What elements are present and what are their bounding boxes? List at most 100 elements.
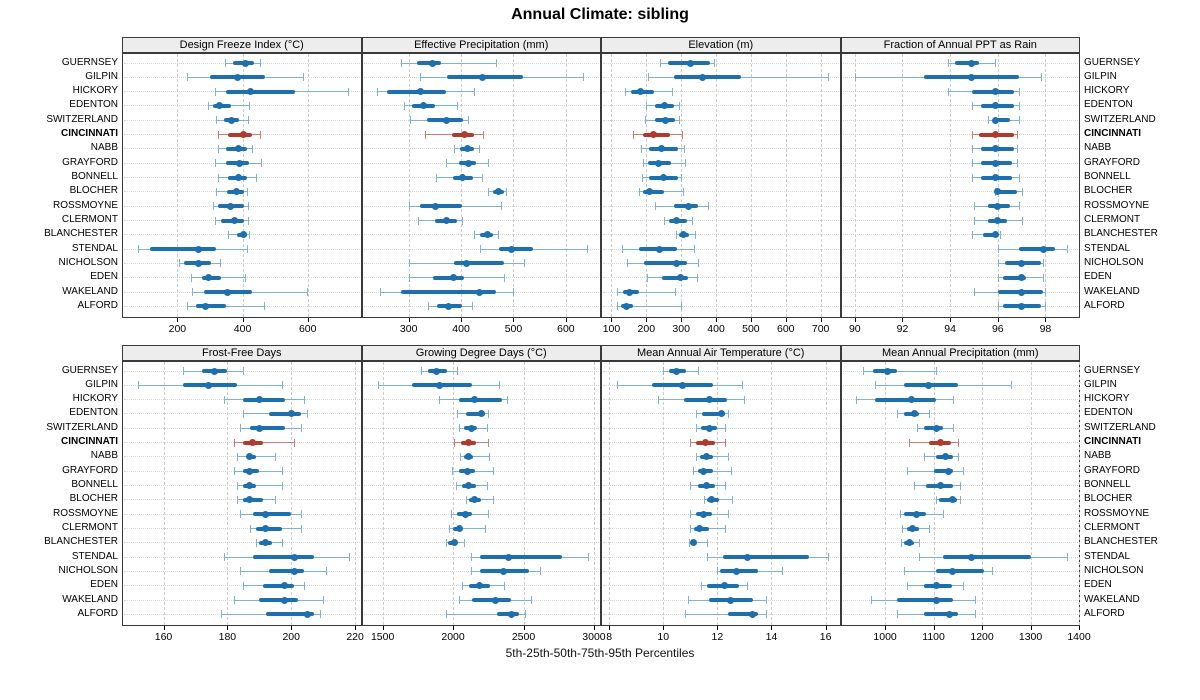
interquartile-bar: [936, 569, 985, 574]
axis-tick: [1045, 318, 1047, 322]
whisker-end-left: [616, 302, 618, 311]
row-guide: [363, 542, 599, 544]
row-guide: [842, 277, 1078, 279]
median-dot: [1039, 245, 1047, 253]
whisker-end-right: [697, 273, 699, 282]
median-dot: [949, 567, 957, 575]
whisker-end-right: [1045, 302, 1047, 311]
whisker-end-right: [725, 524, 727, 533]
median-dot: [700, 510, 708, 518]
station-label-right-nabb: NABB: [1084, 450, 1112, 462]
median-dot: [727, 596, 735, 604]
gridline: [461, 54, 463, 317]
median-dot: [255, 396, 263, 404]
whisker-end-right: [995, 59, 997, 67]
gridline: [1079, 362, 1081, 625]
whisker-end-left: [684, 610, 686, 619]
whisker-end-left: [446, 538, 448, 547]
station-label-left-wakeland: WAKELAND: [62, 285, 118, 297]
interquartile-bar: [472, 598, 511, 603]
whisker-end-right: [500, 202, 502, 211]
whisker-end-right: [1066, 553, 1068, 562]
median-dot: [636, 88, 644, 96]
axis-tick: [453, 626, 455, 630]
whisker-end-right: [707, 202, 709, 211]
whisker-end-right: [582, 73, 584, 82]
median-dot: [467, 424, 475, 432]
axis-tick: [408, 318, 410, 322]
gridline: [785, 54, 787, 317]
station-label-right-edenton: EDENTON: [1084, 99, 1133, 111]
whisker-end-right: [488, 452, 490, 461]
whisker-end-left: [137, 381, 139, 390]
whisker-end-right: [319, 610, 321, 619]
station-label-right-cincinnati: CINCINNATI: [1084, 128, 1142, 140]
station-label-right-hickory: HICKORY: [1084, 393, 1130, 405]
median-dot: [942, 453, 950, 461]
gridline: [997, 54, 999, 317]
median-dot: [645, 188, 653, 196]
axis-tick: [523, 626, 525, 630]
station-label-right-edenton: EDENTON: [1084, 407, 1133, 419]
whisker-end-left: [236, 481, 238, 490]
axis-tick: [716, 318, 718, 322]
whisker-end-left: [215, 116, 217, 125]
whisker-end-right: [487, 159, 489, 168]
station-label-right-guernsey: GUERNSEY: [1084, 364, 1141, 376]
median-dot: [698, 73, 706, 81]
axis-tick: [825, 626, 827, 630]
whisker-end-left: [701, 581, 703, 590]
whisker-end-left: [438, 395, 440, 404]
gridline: [609, 362, 611, 625]
whisker-end-right: [828, 553, 830, 562]
whisker-5-95: [863, 370, 936, 372]
whisker-end-left: [220, 610, 222, 619]
whisker-end-right: [681, 130, 683, 139]
row-guide: [363, 305, 599, 307]
row-guide: [603, 291, 839, 293]
whisker-end-right: [255, 173, 257, 182]
whisker-end-left: [919, 553, 921, 562]
axis-tick-label: 300: [399, 323, 418, 335]
station-label-left-stendal: STENDAL: [71, 550, 118, 562]
median-dot: [991, 145, 999, 153]
row-guide: [603, 134, 839, 136]
whisker-end-right: [247, 245, 249, 254]
whisker-end-left: [902, 524, 904, 533]
median-dot: [650, 131, 658, 139]
whisker-end-left: [947, 87, 949, 96]
whisker-end-right: [957, 452, 959, 461]
whisker-end-left: [645, 101, 647, 110]
whisker-end-left: [695, 409, 697, 418]
station-label-left-nicholson: NICHOLSON: [58, 564, 118, 576]
whisker-end-right: [472, 302, 474, 311]
axis-tick-label: 2500: [511, 631, 536, 643]
axis-tick: [854, 318, 856, 322]
whisker-end-right: [245, 273, 247, 282]
station-label-left-hickory: HICKORY: [72, 85, 118, 97]
whisker-end-right: [252, 144, 254, 153]
whisker-5-95: [617, 291, 675, 293]
station-label-left-rossmoyne: ROSSMOYNE: [52, 507, 118, 519]
whisker-end-left: [425, 130, 427, 139]
median-dot: [449, 274, 457, 282]
median-dot: [507, 245, 515, 253]
whisker-end-left: [240, 424, 242, 433]
whisker-end-left: [179, 259, 181, 268]
station-label-left-cincinnati: CINCINNATI: [60, 436, 118, 448]
whisker-end-right: [1043, 259, 1045, 268]
gridline: [307, 54, 309, 317]
median-dot: [477, 410, 485, 418]
gridline: [565, 54, 567, 317]
whisker-end-left: [936, 495, 937, 504]
whisker-end-right: [457, 367, 459, 375]
median-dot: [262, 525, 270, 533]
median-dot: [232, 188, 240, 196]
whisker-end-right: [672, 87, 674, 96]
interquartile-bar: [897, 598, 953, 603]
median-dot: [655, 159, 663, 167]
station-label-right-switzerland: SWITZERLAND: [1084, 421, 1156, 433]
station-label-left-clermont: CLERMONT: [61, 522, 118, 534]
median-dot: [465, 159, 473, 167]
row-guide: [842, 305, 1078, 307]
